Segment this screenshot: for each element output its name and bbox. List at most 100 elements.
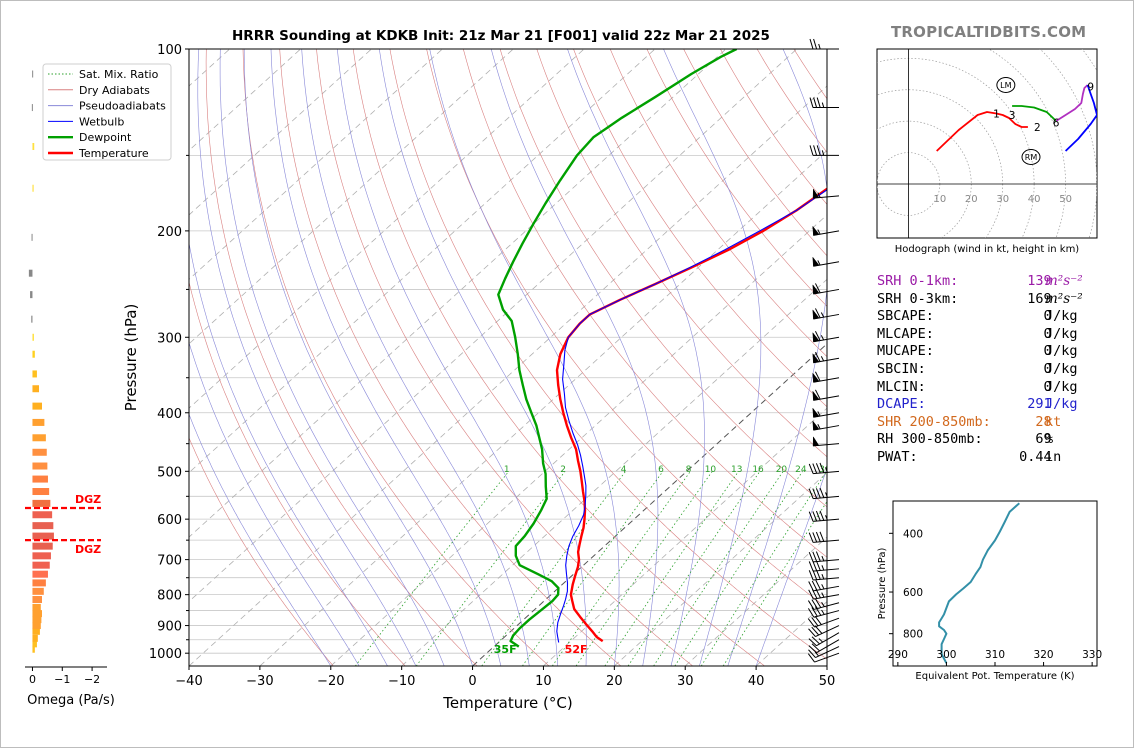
hodograph-ring-label: 10 xyxy=(933,194,946,205)
theta-x-tick-label: 290 xyxy=(888,649,908,661)
theta-x-tick-label: 320 xyxy=(1034,649,1054,661)
x-tick-label: 30 xyxy=(677,674,694,689)
wind-barb xyxy=(813,331,839,342)
index-unit: J/kg xyxy=(1045,343,1078,361)
mixing-ratio-line xyxy=(605,471,739,666)
legend-entry: Dewpoint xyxy=(79,131,132,144)
dry-adiabat xyxy=(168,49,405,666)
dry-adiabat xyxy=(390,49,837,666)
index-unit: m²s⁻² xyxy=(1045,273,1083,291)
y-axis-label: Pressure (hPa) xyxy=(122,304,140,412)
theta-frame xyxy=(893,501,1097,666)
y-tick-label: 300 xyxy=(157,331,182,346)
theta-y-axis-label: Pressure (hPa) xyxy=(877,548,888,620)
dry-adiabat xyxy=(317,49,693,666)
x-tick-label: 40 xyxy=(748,674,765,689)
storm-motion-label: LM xyxy=(1000,81,1011,90)
dry-adiabat xyxy=(206,49,477,666)
hodograph-ring-label: 40 xyxy=(1028,194,1041,205)
x-axis-label: Temperature (°C) xyxy=(442,694,572,712)
wind-barb xyxy=(810,98,839,108)
index-label: RH 300-850mb: xyxy=(877,431,983,449)
wind-barb xyxy=(813,352,839,363)
legend-entry: Sat. Mix. Ratio xyxy=(79,68,159,81)
wind-barb xyxy=(810,39,839,49)
index-unit: J/kg xyxy=(1045,361,1078,379)
theta-x-axis-label: Equivalent Pot. Temperature (K) xyxy=(915,671,1074,682)
mixing-ratio-line xyxy=(355,471,509,666)
theta-y-tick-label: 800 xyxy=(903,629,923,641)
mixing-ratio-line xyxy=(701,471,826,666)
mixing-ratio-label: 20 xyxy=(776,465,788,475)
mixing-ratio-label: 10 xyxy=(705,465,717,475)
wind-barb xyxy=(809,511,839,522)
isotherm xyxy=(260,49,939,666)
theta-y-tick-label: 400 xyxy=(903,528,923,540)
legend-entry: Temperature xyxy=(78,147,149,160)
y-tick-label: 400 xyxy=(157,407,182,422)
mixing-ratio-label: 8 xyxy=(686,465,692,475)
mixing-ratio-line xyxy=(522,471,663,666)
wind-barb xyxy=(809,488,839,499)
hodograph-height-label: 9 xyxy=(1087,82,1094,94)
legend-entry: Pseudoadiabats xyxy=(79,100,166,113)
y-tick-label: 800 xyxy=(157,589,182,604)
index-label: PWAT: xyxy=(877,449,918,467)
mixing-ratio-label: 13 xyxy=(731,465,742,475)
storm-motion-label: RM xyxy=(1025,153,1038,162)
x-tick-label: −40 xyxy=(175,674,202,689)
y-tick-label: 1000 xyxy=(149,647,182,662)
pseudoadiabat xyxy=(337,49,557,666)
theta-x-tick-label: 300 xyxy=(936,649,956,661)
mixing-ratio-line xyxy=(482,471,626,666)
index-label: SBCAPE: xyxy=(877,308,934,326)
index-unit: J/kg xyxy=(1045,308,1078,326)
index-label: MLCAPE: xyxy=(877,326,934,344)
theta-x-tick-label: 330 xyxy=(1082,649,1102,661)
surface-temp-label: 52F xyxy=(565,643,588,656)
x-tick-label: −20 xyxy=(317,674,344,689)
pseudoadiabat xyxy=(491,49,658,666)
wind-barb xyxy=(809,552,839,562)
wind-barb xyxy=(813,257,839,266)
y-tick-label: 200 xyxy=(157,225,182,240)
index-row: RH 300-850mb: 69% xyxy=(877,431,1127,449)
index-unit: m²s⁻² xyxy=(1045,291,1083,309)
y-tick-label: 600 xyxy=(157,513,182,528)
index-unit: in xyxy=(1045,449,1061,467)
wind-barb xyxy=(813,308,839,319)
x-tick-label: −10 xyxy=(388,674,415,689)
index-unit: J/kg xyxy=(1045,396,1078,414)
pseudoadiabat xyxy=(271,49,501,666)
mixing-ratio-label: 1 xyxy=(504,465,510,475)
wind-barb xyxy=(809,580,839,591)
index-label: MLCIN: xyxy=(877,379,926,397)
wind-barb xyxy=(810,145,839,155)
wind-barb xyxy=(813,437,839,446)
pseudoadiabat xyxy=(177,49,388,666)
mixing-ratio-label: 2 xyxy=(560,465,566,475)
pseudoadiabat xyxy=(664,49,761,666)
hodograph-ring-label: 20 xyxy=(965,194,978,205)
hodograph-height-label: 2 xyxy=(1034,122,1041,134)
dry-adiabat xyxy=(243,49,549,666)
index-label: SBCIN: xyxy=(877,361,926,379)
index-label: SRH 0-1km: xyxy=(877,273,958,291)
index-unit: J/kg xyxy=(1045,379,1078,397)
wind-barb xyxy=(813,421,839,430)
y-tick-label: 900 xyxy=(157,620,182,635)
dry-adiabat xyxy=(427,49,909,666)
skewt-frame xyxy=(189,49,827,666)
wind-barb xyxy=(813,390,839,401)
index-unit: kt xyxy=(1045,414,1061,432)
surface-temp-label: 35F xyxy=(494,643,517,656)
index-unit: J/kg xyxy=(1045,326,1078,344)
x-tick-label: −30 xyxy=(246,674,273,689)
